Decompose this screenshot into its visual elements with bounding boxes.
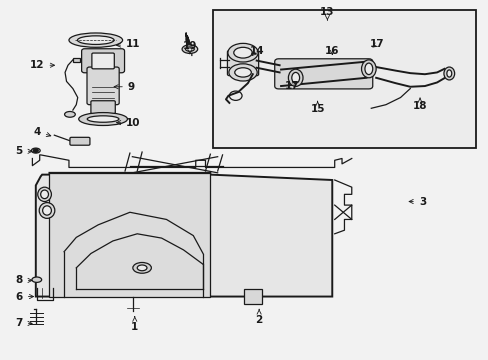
Ellipse shape	[69, 33, 122, 47]
Ellipse shape	[79, 113, 127, 126]
FancyBboxPatch shape	[212, 10, 475, 148]
Text: 19: 19	[183, 41, 197, 54]
Text: 3: 3	[408, 197, 425, 207]
FancyBboxPatch shape	[81, 49, 124, 73]
Text: 11: 11	[116, 40, 140, 49]
Ellipse shape	[42, 206, 51, 215]
Ellipse shape	[361, 60, 375, 78]
Ellipse shape	[32, 277, 41, 282]
Ellipse shape	[234, 68, 251, 77]
Ellipse shape	[64, 112, 75, 117]
Text: 12: 12	[30, 60, 54, 70]
Ellipse shape	[233, 47, 252, 58]
Text: 13: 13	[320, 7, 334, 20]
Ellipse shape	[446, 70, 451, 77]
Text: 16: 16	[325, 46, 339, 56]
Text: 14: 14	[249, 46, 264, 56]
Polygon shape	[49, 173, 210, 297]
Text: 4: 4	[34, 127, 51, 136]
Text: 5: 5	[16, 146, 32, 156]
Ellipse shape	[227, 43, 258, 62]
FancyBboxPatch shape	[91, 101, 115, 114]
FancyBboxPatch shape	[92, 53, 114, 69]
Ellipse shape	[185, 47, 194, 51]
Bar	[73, 58, 80, 62]
Text: 8: 8	[16, 275, 32, 285]
Polygon shape	[36, 173, 331, 297]
Circle shape	[33, 149, 38, 152]
Text: 15: 15	[310, 101, 324, 114]
FancyBboxPatch shape	[227, 50, 258, 76]
FancyBboxPatch shape	[244, 289, 262, 305]
Text: 7: 7	[16, 319, 32, 328]
Text: 1: 1	[131, 316, 138, 332]
FancyBboxPatch shape	[70, 137, 90, 145]
FancyBboxPatch shape	[87, 67, 119, 105]
Text: 18: 18	[412, 98, 427, 111]
Ellipse shape	[133, 262, 151, 273]
Ellipse shape	[182, 45, 197, 53]
Ellipse shape	[41, 190, 48, 199]
Text: 6: 6	[16, 292, 34, 302]
Text: 10: 10	[116, 118, 140, 128]
Ellipse shape	[39, 203, 55, 219]
Ellipse shape	[31, 148, 40, 153]
Text: 17: 17	[369, 39, 384, 49]
Ellipse shape	[228, 64, 257, 81]
Ellipse shape	[443, 67, 454, 80]
Ellipse shape	[291, 72, 299, 83]
Text: 9: 9	[114, 82, 135, 92]
Ellipse shape	[77, 36, 114, 44]
Ellipse shape	[288, 69, 303, 86]
Text: 17: 17	[284, 81, 299, 91]
Ellipse shape	[364, 63, 372, 75]
Ellipse shape	[137, 265, 147, 271]
Ellipse shape	[38, 187, 51, 202]
Ellipse shape	[87, 116, 119, 122]
Text: 2: 2	[255, 309, 262, 325]
FancyBboxPatch shape	[274, 59, 372, 89]
